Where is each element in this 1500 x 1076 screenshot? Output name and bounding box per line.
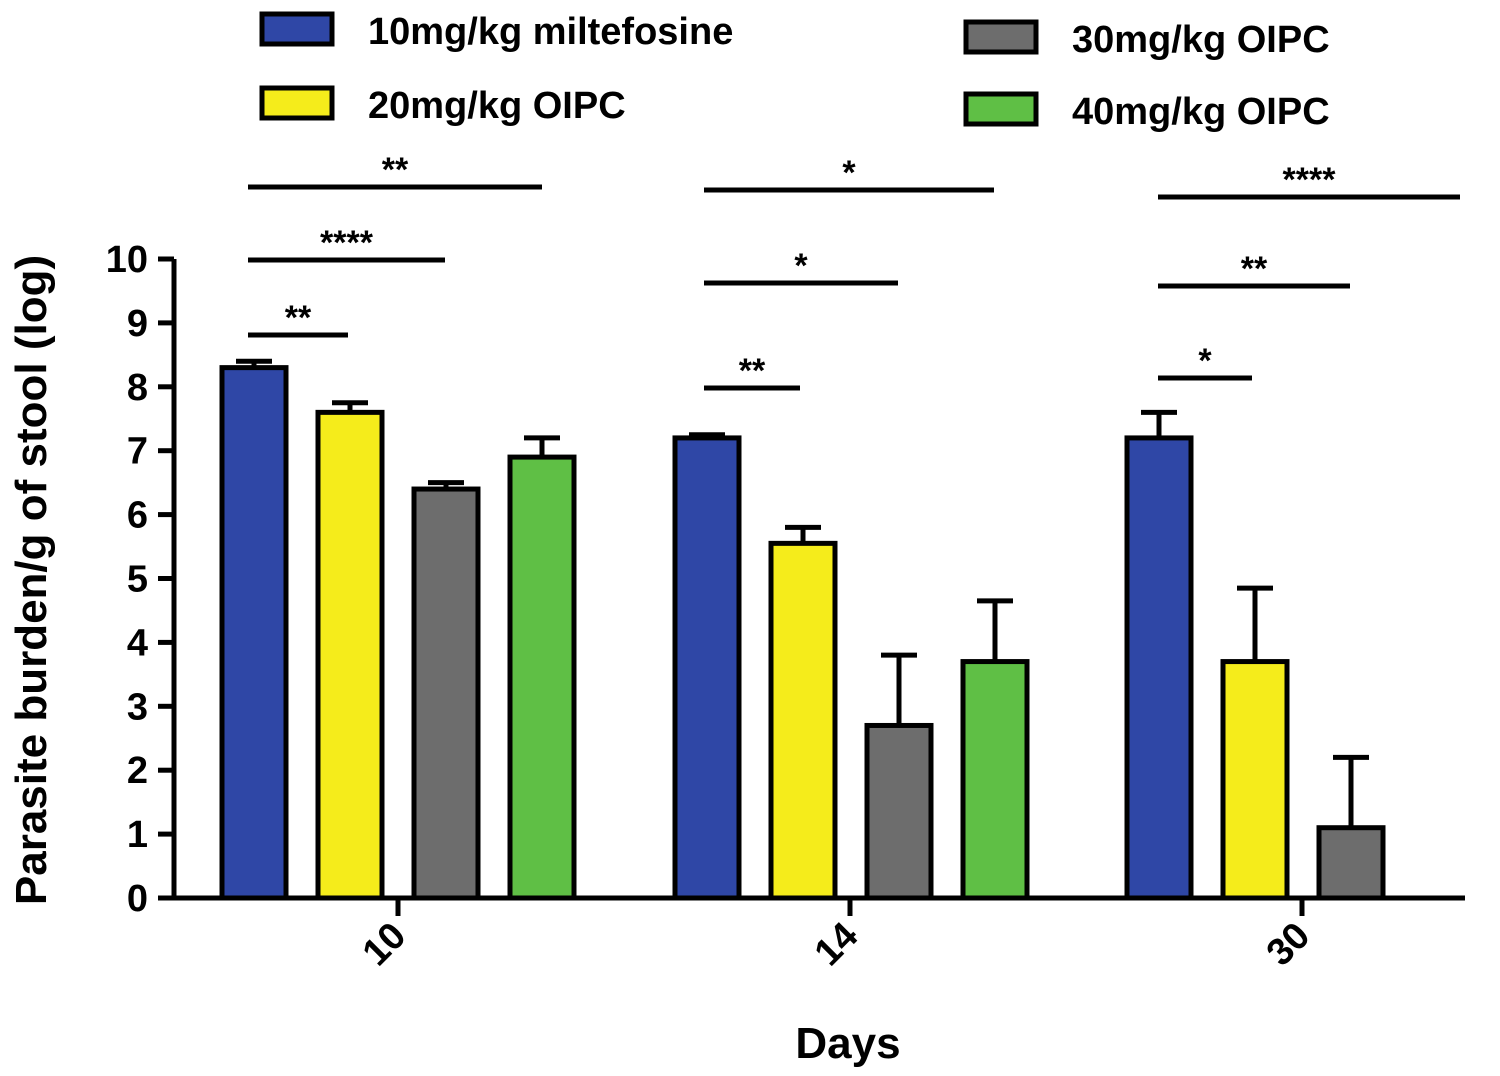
- legend-label-oipc-20: 20mg/kg OIPC: [368, 85, 626, 127]
- significance-label: **: [1241, 250, 1268, 288]
- legend-item-oipc-20: 20mg/kg OIPC: [259, 85, 626, 127]
- y-tick-label: 1: [127, 814, 148, 856]
- bar-oipc-40-day-10: [507, 454, 577, 901]
- y-tick-label: 7: [127, 431, 148, 473]
- bar-miltefosine-10-day-14: [672, 435, 742, 901]
- legend-swatch-oipc-20: [259, 85, 335, 121]
- significance-label: *: [1198, 342, 1212, 380]
- legend-item-oipc-40: 40mg/kg OIPC: [963, 91, 1330, 133]
- y-tick-label: 4: [127, 622, 148, 664]
- y-tick-label: 5: [127, 559, 148, 601]
- bar-miltefosine-10-day-30: [1124, 435, 1194, 901]
- y-tick-label: 3: [127, 686, 148, 728]
- x-axis-title: Days: [795, 1019, 900, 1068]
- significance-label: **: [382, 151, 409, 189]
- significance-brackets: *******************: [248, 151, 1460, 391]
- y-tick-label: 10: [106, 239, 148, 281]
- bar-oipc-20-day-14: [768, 540, 838, 901]
- y-ticks: 0 1 2 3 4 5 6 7 8 9 10: [106, 239, 174, 920]
- bar-oipc-20-day-10: [315, 409, 385, 901]
- bar-oipc-30-day-14: [864, 722, 934, 901]
- y-tick-label: 0: [127, 878, 148, 920]
- y-tick-label: 2: [127, 750, 148, 792]
- legend-label-oipc-30: 30mg/kg OIPC: [1072, 19, 1330, 61]
- legend-item-oipc-30: 30mg/kg OIPC: [963, 19, 1330, 61]
- legend-label-miltefosine-10: 10mg/kg miltefosine: [368, 11, 733, 53]
- significance-label: ****: [1283, 161, 1337, 199]
- significance-label: *: [794, 247, 808, 285]
- y-tick-label: 8: [127, 367, 148, 409]
- y-tick-label: 6: [127, 495, 148, 537]
- significance-label: ****: [320, 224, 374, 262]
- significance-label: **: [739, 352, 766, 390]
- legend-swatch-miltefosine-10: [259, 11, 335, 47]
- x-ticks: 10 14 30: [355, 898, 1319, 975]
- legend-swatch-oipc-40: [963, 91, 1039, 127]
- x-tick-label-day-10: 10: [355, 915, 415, 975]
- significance-label: *: [842, 154, 856, 192]
- y-axis-title: Parasite burden/g of stool (log): [7, 255, 56, 905]
- y-tick-label: 9: [127, 303, 148, 345]
- bar-oipc-40-day-14: [960, 659, 1030, 901]
- x-tick-label-day-14: 14: [807, 915, 867, 975]
- bars: [219, 365, 1386, 901]
- bar-oipc-20-day-30: [1220, 659, 1290, 901]
- legend-item-miltefosine-10: 10mg/kg miltefosine: [259, 11, 733, 53]
- bar-miltefosine-10-day-10: [219, 365, 289, 901]
- significance-label: **: [285, 299, 312, 337]
- legend: 10mg/kg miltefosine 20mg/kg OIPC 30mg/kg…: [259, 11, 1330, 133]
- bar-oipc-30-day-10: [411, 486, 481, 901]
- error-bars: [236, 358, 1369, 828]
- bar-oipc-30-day-30: [1316, 825, 1386, 901]
- legend-label-oipc-40: 40mg/kg OIPC: [1072, 91, 1330, 133]
- x-tick-label-day-30: 30: [1259, 915, 1319, 975]
- legend-swatch-oipc-30: [963, 19, 1039, 55]
